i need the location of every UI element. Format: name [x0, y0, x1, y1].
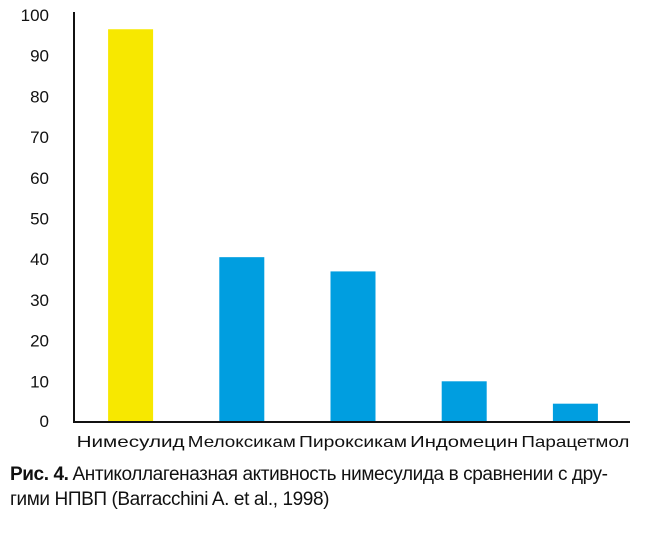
y-tick-label: 50: [30, 210, 49, 229]
y-tick-label: 30: [30, 291, 49, 310]
x-tick-label: Нимесулид: [77, 434, 186, 451]
caption-label: Рис. 4.: [10, 464, 69, 485]
bar-5: [552, 403, 598, 422]
bar-2: [219, 257, 265, 422]
bar-4: [441, 381, 487, 422]
y-tick-label: 20: [30, 332, 49, 351]
y-tick-label: 40: [30, 250, 49, 269]
bar-chart: 0 10 20 30 40 50 60 70 80 90 100 Нимесулид Мелоксик…: [21, 6, 630, 451]
caption-text-line-2: гими НПВП (Barracchini A. et al., 1998): [10, 489, 330, 510]
y-tick-label: 0: [40, 412, 49, 431]
y-tick-label: 80: [30, 87, 49, 106]
y-tick-label: 10: [30, 372, 49, 391]
caption-text-line-1: Антиколлагеназная активность нимесулида …: [72, 464, 608, 485]
x-axis-labels: Нимесулид Мелоксикам Пироксикам Индомецин Па…: [77, 434, 630, 451]
bar-3: [330, 271, 376, 422]
figure-caption: Рис. 4. Антиколлагеназная активность ниме…: [10, 462, 640, 512]
x-tick-label: Парацетмол: [521, 434, 629, 451]
bars: [108, 29, 598, 423]
y-tick-label: 90: [30, 47, 49, 66]
y-tick-label: 100: [21, 6, 49, 25]
x-tick-label: Индомецин: [410, 434, 518, 451]
y-tick-label: 60: [30, 169, 49, 188]
bar-1: [108, 29, 154, 423]
x-tick-label: Мелоксикам: [188, 434, 296, 451]
y-axis-ticks: 0 10 20 30 40 50 60 70 80 90 100: [21, 6, 49, 431]
y-tick-label: 70: [30, 128, 49, 147]
x-tick-label: Пироксикам: [299, 434, 407, 451]
